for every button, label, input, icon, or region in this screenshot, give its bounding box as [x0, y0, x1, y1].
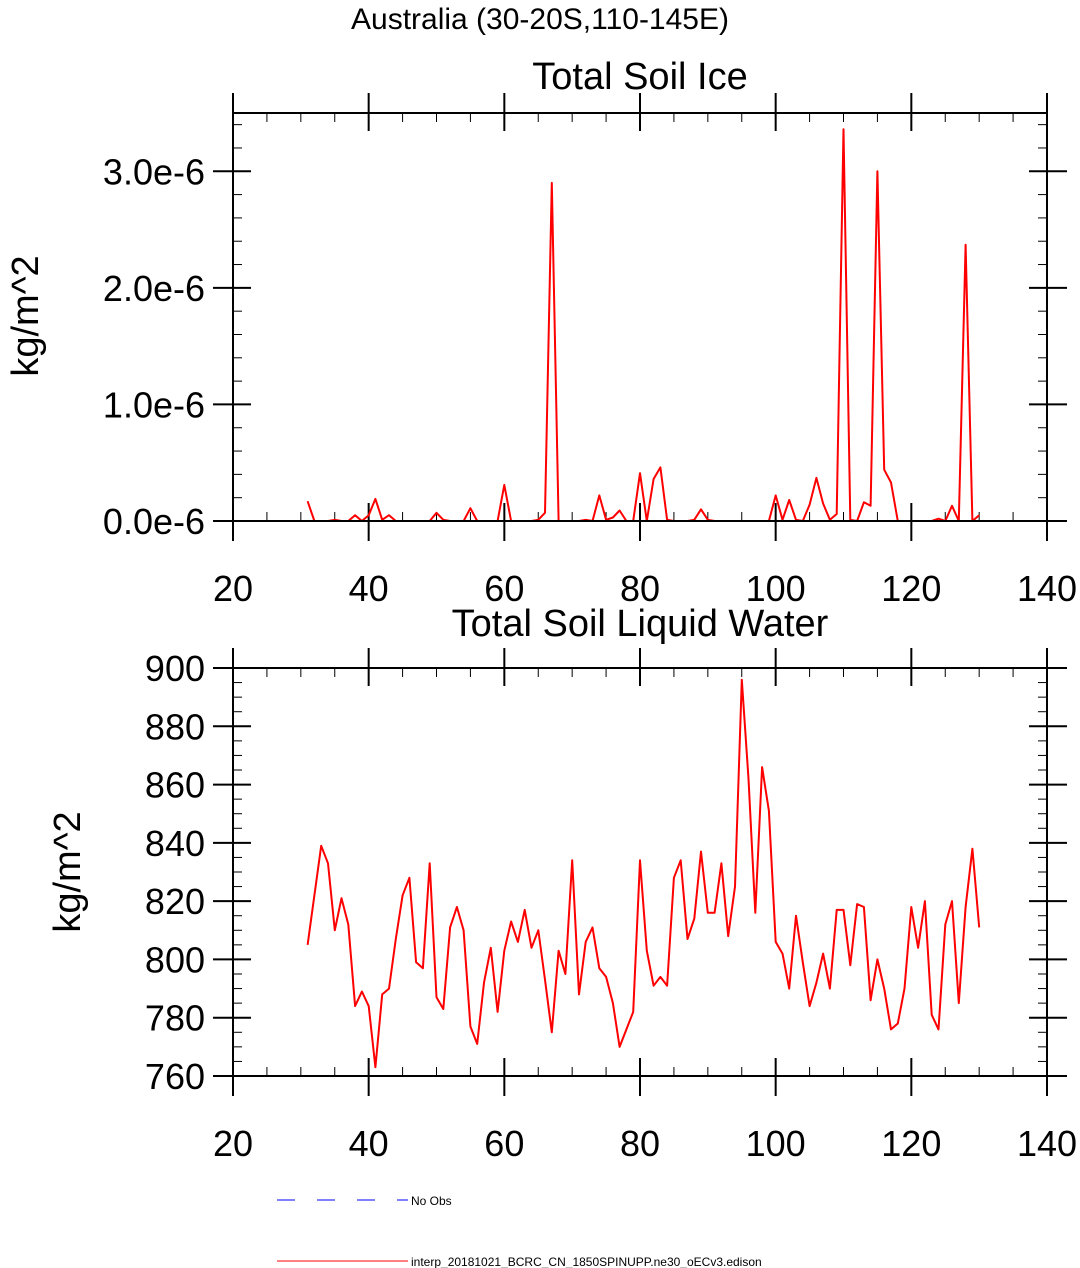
x-tick-label: 80 — [620, 1123, 660, 1164]
x-tick-label: 40 — [349, 1123, 389, 1164]
y-tick-labels: 0.0e-6 1.0e-6 2.0e-6 3.0e-6 — [103, 151, 205, 542]
panel-title: Total Soil Ice — [532, 56, 747, 98]
x-tick-label: 20 — [213, 568, 253, 609]
y-tick-label: 840 — [145, 823, 205, 864]
x-tick-label: 40 — [349, 568, 389, 609]
y-tick-label: 780 — [145, 998, 205, 1039]
x-tick-label: 120 — [881, 1123, 941, 1164]
y-tick-label: 860 — [145, 765, 205, 806]
y-axis-label: kg/m^2 — [47, 811, 89, 932]
x-tick-labels: 20 40 60 80 100 120 140 — [213, 1123, 1077, 1164]
legend-label-model: interp_20181021_BCRC_CN_1850SPINUPP.ne30… — [411, 1255, 762, 1268]
x-tick-label: 80 — [620, 568, 660, 609]
y-tick-label: 1.0e-6 — [103, 384, 205, 425]
legend: No Obs interp_20181021_BCRC_CN_1850SPINU… — [277, 1194, 762, 1268]
x-tick-label: 20 — [213, 1123, 253, 1164]
figure-suptitle: Australia (30-20S,110-145E) — [351, 3, 729, 36]
y-tick-label: 760 — [145, 1056, 205, 1097]
y-tick-label: 2.0e-6 — [103, 268, 205, 309]
y-tick-label: 900 — [145, 648, 205, 689]
panel-total-soil-liquid-water: Total Soil Liquid Water kg/m^2 760 780 8… — [47, 603, 1077, 1164]
legend-label-no-obs: No Obs — [411, 1194, 452, 1208]
plot-frame — [232, 667, 1048, 1077]
y-tick-label: 880 — [145, 706, 205, 747]
plot-frame — [232, 112, 1048, 522]
data-line-soil-ice — [306, 128, 980, 522]
y-tick-label: 820 — [145, 881, 205, 922]
y-tick-label: 800 — [145, 939, 205, 980]
x-tick-label: 60 — [484, 1123, 524, 1164]
x-tick-label: 100 — [746, 1123, 806, 1164]
x-tick-label: 140 — [1017, 568, 1077, 609]
x-tick-label: 140 — [1017, 1123, 1077, 1164]
y-tick-label: 0.0e-6 — [103, 501, 205, 542]
x-tick-label: 60 — [484, 568, 524, 609]
y-tick-labels: 760 780 800 820 840 860 880 900 — [145, 648, 205, 1097]
panel-total-soil-ice: Total Soil Ice kg/m^2 0.0e-6 1.0e-6 2.0e… — [5, 56, 1077, 609]
panel-title: Total Soil Liquid Water — [452, 603, 829, 645]
y-axis-label: kg/m^2 — [5, 255, 47, 376]
data-line-soil-liquid-water — [306, 678, 981, 1069]
x-tick-labels: 20 40 60 80 100 120 140 — [213, 568, 1077, 609]
x-tick-label: 120 — [881, 568, 941, 609]
y-tick-label: 3.0e-6 — [103, 151, 205, 192]
x-tick-label: 100 — [746, 568, 806, 609]
